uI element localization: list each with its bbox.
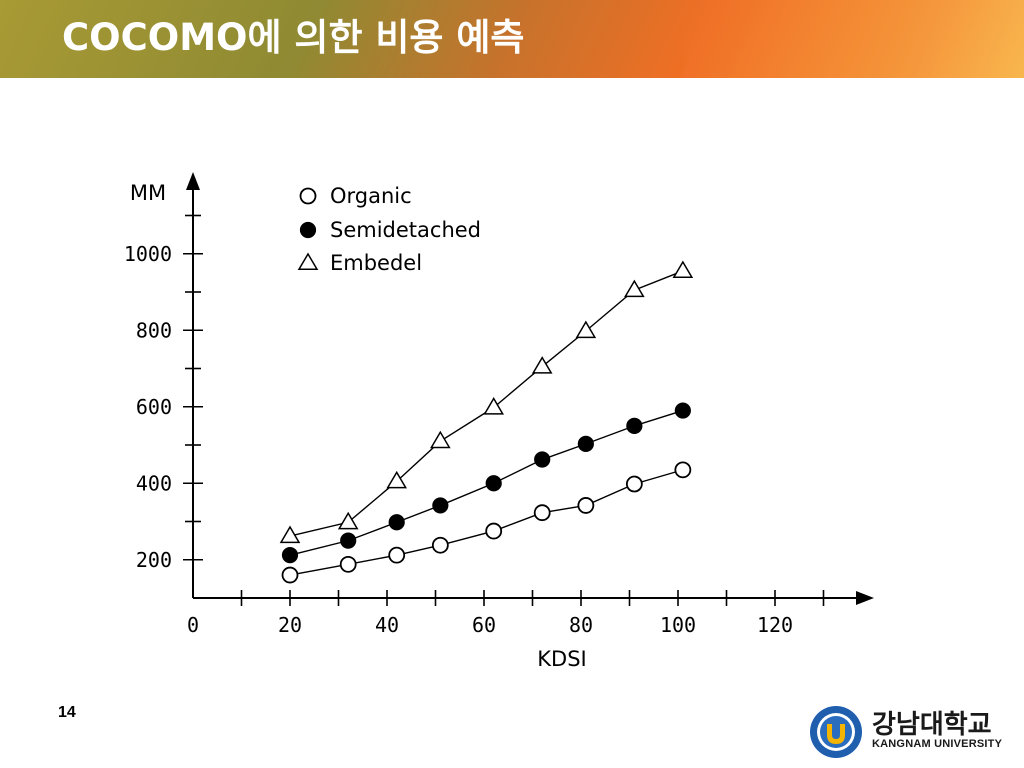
y-tick-label: 1000	[124, 242, 172, 266]
data-point	[626, 417, 643, 434]
data-point	[483, 397, 505, 415]
data-point	[485, 475, 502, 492]
data-point	[432, 497, 449, 514]
x-tick-label: 40	[375, 613, 399, 637]
data-point	[430, 430, 451, 449]
x-tick-label: 20	[278, 613, 302, 637]
data-point	[388, 514, 405, 531]
data-point	[388, 546, 406, 564]
data-point	[672, 260, 694, 279]
series-line	[289, 270, 684, 537]
title-bar: COCOMO에 의한 비용 예측	[0, 0, 1024, 78]
legend-label: Embedel	[330, 251, 422, 275]
title-bar-sheen	[684, 0, 1024, 78]
university-logo: 강남대학교 KANGNAM UNIVERSITY	[808, 704, 1008, 760]
x-tick-label: 60	[472, 613, 496, 637]
data-point	[577, 435, 594, 452]
y-axis-arrow	[186, 172, 200, 190]
x-tick-label: 100	[660, 613, 696, 637]
data-point	[431, 536, 449, 554]
legend-marker	[297, 252, 319, 271]
chart: 0 20 40 60 80 100 120 200 400 600 800 1000 KDSI MM Or…	[124, 172, 874, 671]
y-tick-label: 200	[136, 548, 172, 572]
data-point	[624, 279, 645, 298]
slide-title: COCOMO에 의한 비용 예측	[62, 16, 525, 59]
data-point	[534, 451, 551, 468]
y-tick-label: 400	[136, 471, 172, 495]
x-tick-label: 80	[569, 613, 593, 637]
data-point	[386, 470, 408, 489]
y-axis-label: MM	[130, 181, 166, 205]
data-point	[575, 320, 597, 339]
data-point	[281, 547, 299, 564]
university-emblem-icon	[810, 706, 862, 758]
data-point	[281, 566, 299, 584]
data-point	[674, 402, 691, 419]
chart-ticks: 0 20 40 60 80 100 120 200 400 600 800 1000 KDSI MM	[124, 181, 825, 671]
x-axis-label: KDSI	[537, 647, 586, 671]
data-point	[674, 461, 692, 479]
x-tick-label: 120	[757, 613, 793, 637]
data-point	[340, 532, 357, 549]
data-point	[625, 475, 643, 493]
x-tick-label: 0	[187, 613, 199, 637]
data-point	[533, 504, 551, 522]
y-tick-label: 800	[136, 318, 172, 342]
data-point	[485, 522, 503, 540]
chart-legend: Organic Semidetached Embedel	[297, 184, 481, 275]
logo-english-text: KANGNAM UNIVERSITY	[872, 738, 1003, 750]
legend-marker	[299, 187, 317, 205]
page-number: 14	[58, 704, 76, 721]
data-point	[279, 525, 301, 544]
chart-series	[279, 260, 694, 584]
x-axis-arrow	[856, 591, 874, 605]
data-point	[531, 356, 553, 374]
chart-axes	[186, 172, 874, 605]
data-point	[577, 497, 595, 514]
data-point	[339, 555, 357, 573]
logo-korean-text: 강남대학교	[872, 710, 992, 740]
legend-label: Organic	[330, 184, 412, 208]
data-point	[337, 511, 359, 530]
legend-label: Semidetached	[330, 218, 481, 242]
y-tick-label: 600	[136, 395, 172, 419]
legend-marker	[299, 221, 317, 239]
